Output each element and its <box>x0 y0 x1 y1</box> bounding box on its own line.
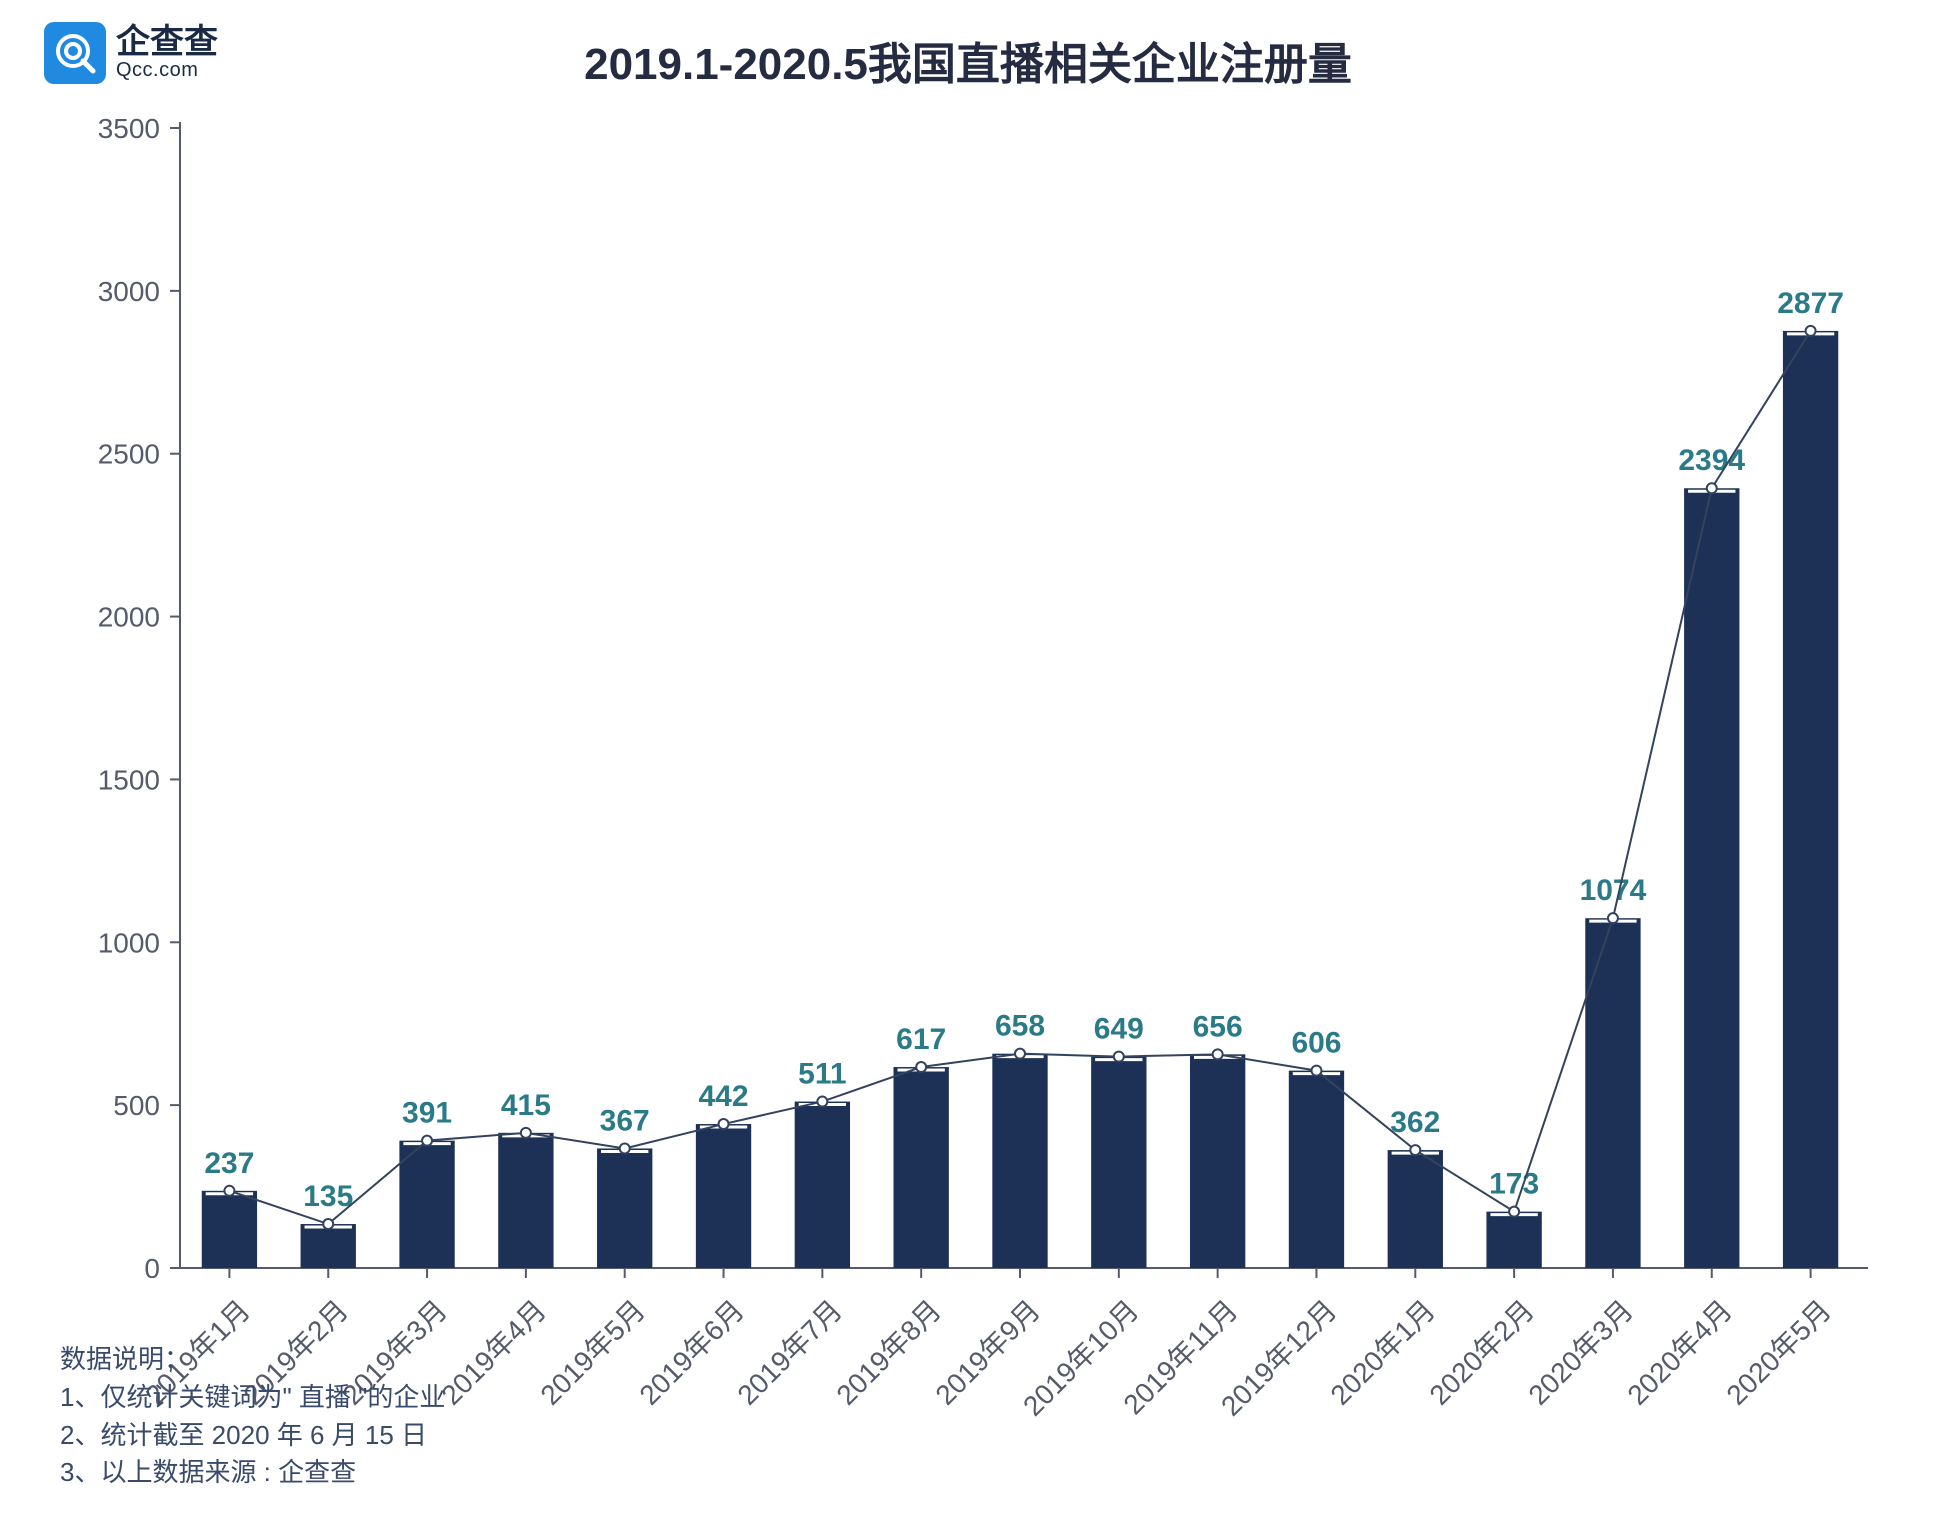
svg-text:2877: 2877 <box>1777 287 1844 320</box>
svg-text:367: 367 <box>600 1104 650 1137</box>
notes-line-2: 2、统计截至 2020 年 6 月 15 日 <box>60 1417 445 1455</box>
svg-text:3000: 3000 <box>98 276 160 307</box>
chart-svg: 0500100015002000250030003500237135391415… <box>60 118 1890 1278</box>
x-tick-label: 2020年2月 <box>1419 1290 1542 1413</box>
svg-text:391: 391 <box>402 1097 452 1130</box>
svg-text:415: 415 <box>501 1089 551 1122</box>
svg-text:442: 442 <box>698 1080 748 1113</box>
svg-text:1000: 1000 <box>98 927 160 958</box>
svg-text:656: 656 <box>1193 1010 1243 1043</box>
notes-heading: 数据说明： <box>60 1341 445 1379</box>
svg-text:173: 173 <box>1489 1168 1539 1201</box>
svg-text:1500: 1500 <box>98 764 160 795</box>
chart-area: 0500100015002000250030003500237135391415… <box>60 118 1890 1278</box>
svg-text:1074: 1074 <box>1580 874 1647 907</box>
svg-text:0: 0 <box>144 1253 160 1278</box>
svg-text:658: 658 <box>995 1010 1045 1043</box>
notes-line-3: 3、以上数据来源 : 企查查 <box>60 1454 445 1492</box>
svg-text:237: 237 <box>204 1147 254 1180</box>
svg-text:617: 617 <box>896 1023 946 1056</box>
svg-text:649: 649 <box>1094 1013 1144 1046</box>
svg-text:511: 511 <box>798 1058 846 1091</box>
x-tick-label: 2019年8月 <box>827 1290 950 1413</box>
svg-text:2000: 2000 <box>98 602 160 633</box>
x-tick-label: 2019年7月 <box>728 1290 851 1413</box>
x-tick-label: 2019年6月 <box>629 1290 752 1413</box>
svg-text:2500: 2500 <box>98 439 160 470</box>
x-tick-label: 2019年5月 <box>530 1290 653 1413</box>
chart-title: 2019.1-2020.5我国直播相关企业注册量 <box>0 28 1936 92</box>
x-tick-label: 2020年5月 <box>1716 1290 1839 1413</box>
x-tick-label: 2020年1月 <box>1321 1290 1444 1413</box>
svg-text:500: 500 <box>113 1090 160 1121</box>
x-tick-label: 2020年4月 <box>1617 1290 1740 1413</box>
x-tick-label: 2020年3月 <box>1518 1290 1641 1413</box>
data-notes: 数据说明： 1、仅统计关键词为" 直播 "的企业 2、统计截至 2020 年 6… <box>60 1341 445 1492</box>
notes-line-1: 1、仅统计关键词为" 直播 "的企业 <box>60 1379 445 1417</box>
svg-text:3500: 3500 <box>98 118 160 144</box>
svg-text:606: 606 <box>1291 1027 1341 1060</box>
x-tick-label: 2019年4月 <box>431 1290 554 1413</box>
svg-text:362: 362 <box>1390 1106 1440 1139</box>
